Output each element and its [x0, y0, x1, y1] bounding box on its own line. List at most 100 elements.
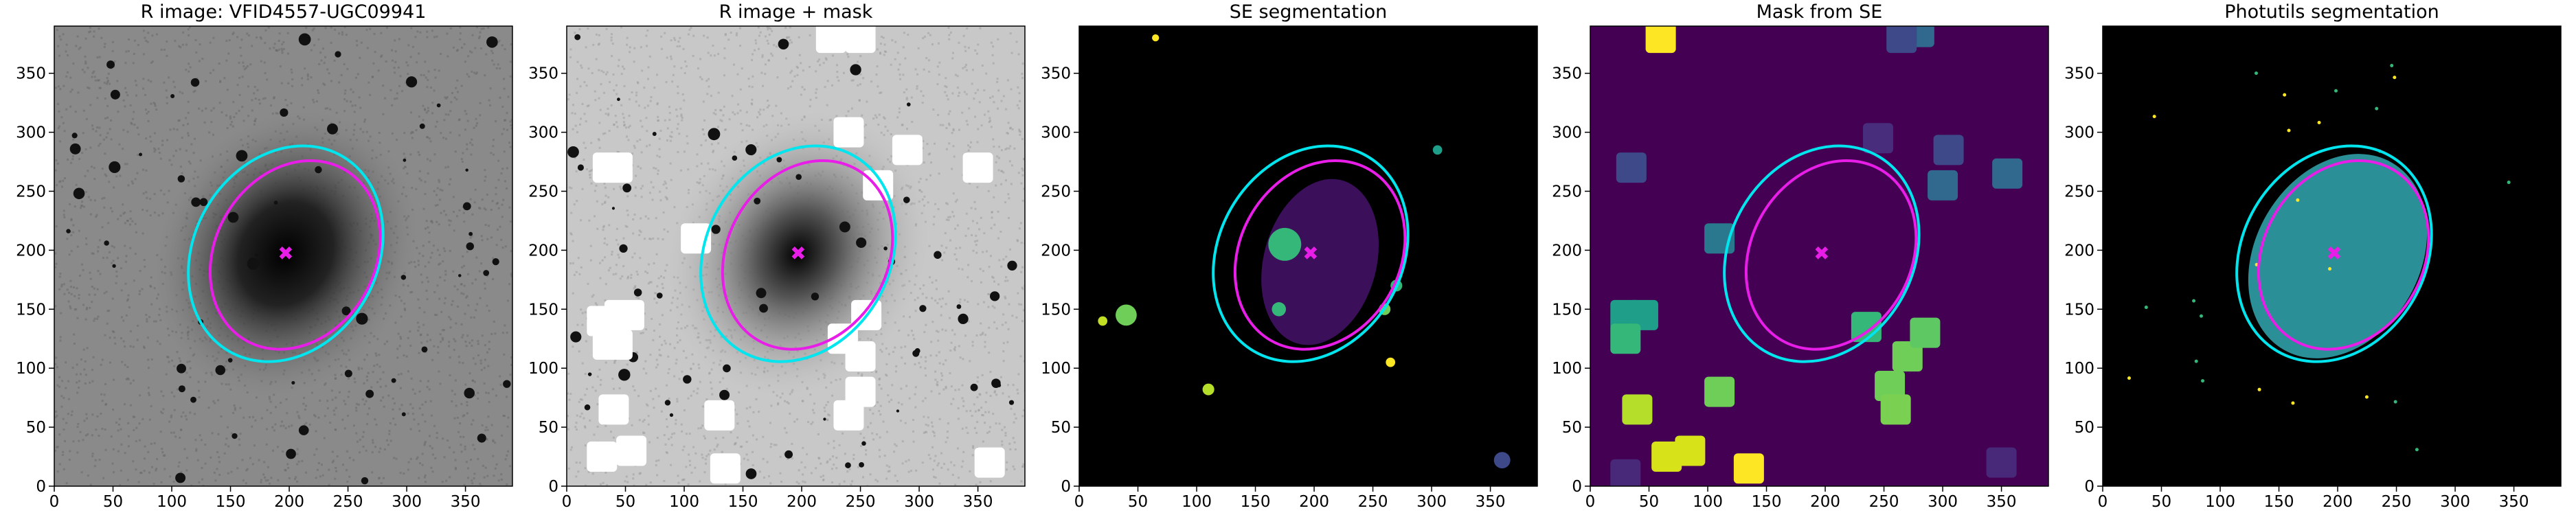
noise — [569, 448, 572, 451]
noise — [280, 424, 282, 427]
noise — [604, 201, 607, 203]
noise — [474, 47, 477, 49]
noise — [852, 457, 855, 460]
noise — [510, 273, 512, 275]
noise — [986, 431, 989, 434]
galaxy — [150, 106, 422, 401]
noise — [442, 260, 444, 263]
noise — [121, 360, 124, 363]
noise — [238, 109, 240, 112]
noise — [264, 72, 267, 75]
noise — [96, 126, 99, 129]
noise — [973, 115, 976, 118]
noise — [971, 279, 973, 282]
noise — [973, 403, 975, 406]
noise — [661, 314, 664, 317]
noise — [115, 270, 118, 273]
noise — [898, 107, 901, 110]
noise — [1021, 266, 1024, 268]
noise — [274, 406, 277, 409]
noise — [466, 73, 468, 76]
noise — [63, 397, 65, 400]
noise — [591, 472, 594, 475]
noise — [181, 137, 183, 139]
noise — [620, 73, 623, 76]
noise — [880, 91, 883, 94]
noise — [572, 104, 574, 106]
noise — [427, 280, 429, 283]
noise — [656, 436, 659, 439]
noise — [624, 225, 627, 227]
noise — [589, 244, 592, 247]
noise — [93, 35, 95, 38]
noise — [188, 26, 191, 29]
noise — [624, 126, 627, 129]
noise — [343, 63, 346, 66]
noise — [751, 98, 754, 101]
noise — [787, 457, 789, 460]
noise — [475, 117, 477, 120]
noise — [669, 162, 672, 165]
noise — [980, 407, 983, 409]
noise — [922, 37, 925, 40]
noise — [374, 446, 377, 448]
noise — [600, 378, 602, 381]
noise — [305, 404, 308, 407]
noise — [71, 158, 74, 161]
noise — [657, 238, 659, 240]
noise — [972, 445, 975, 448]
noise — [610, 104, 613, 106]
noise — [825, 404, 828, 407]
noise — [134, 253, 137, 255]
noise — [462, 293, 465, 295]
noise — [282, 41, 285, 43]
noise — [499, 383, 502, 386]
noise — [144, 36, 146, 39]
noise — [306, 78, 309, 80]
noise — [486, 304, 488, 307]
noise — [418, 325, 420, 328]
noise — [178, 45, 181, 47]
noise — [583, 81, 586, 84]
noise — [431, 358, 434, 361]
noise — [189, 66, 192, 69]
noise — [942, 363, 945, 365]
noise — [495, 193, 497, 196]
noise — [601, 259, 604, 262]
noise — [664, 32, 666, 34]
noise — [69, 91, 72, 93]
noise — [762, 457, 765, 460]
noise — [218, 461, 221, 464]
noise — [929, 354, 932, 357]
noise — [509, 120, 512, 123]
noise — [449, 27, 452, 30]
noise — [210, 109, 213, 112]
noise — [147, 32, 150, 34]
noise — [724, 483, 727, 485]
noise — [912, 430, 914, 433]
noise — [373, 32, 376, 35]
noise — [212, 400, 215, 402]
noise — [324, 83, 326, 86]
noise — [367, 371, 370, 374]
noise — [569, 48, 572, 51]
noise — [136, 126, 139, 129]
noise — [894, 370, 897, 373]
noise — [468, 372, 471, 375]
noise — [459, 32, 462, 35]
noise — [71, 89, 74, 91]
noise — [651, 198, 654, 201]
noise — [1020, 182, 1023, 185]
noise — [989, 371, 992, 374]
noise — [444, 214, 447, 216]
noise — [633, 146, 636, 149]
noise — [949, 239, 952, 242]
noise — [801, 86, 804, 89]
noise — [747, 78, 750, 80]
noise — [946, 203, 949, 205]
noise — [392, 397, 394, 400]
y-tick-label: 300 — [16, 124, 46, 142]
noise — [236, 36, 238, 38]
noise — [927, 59, 930, 62]
noise — [966, 27, 969, 30]
